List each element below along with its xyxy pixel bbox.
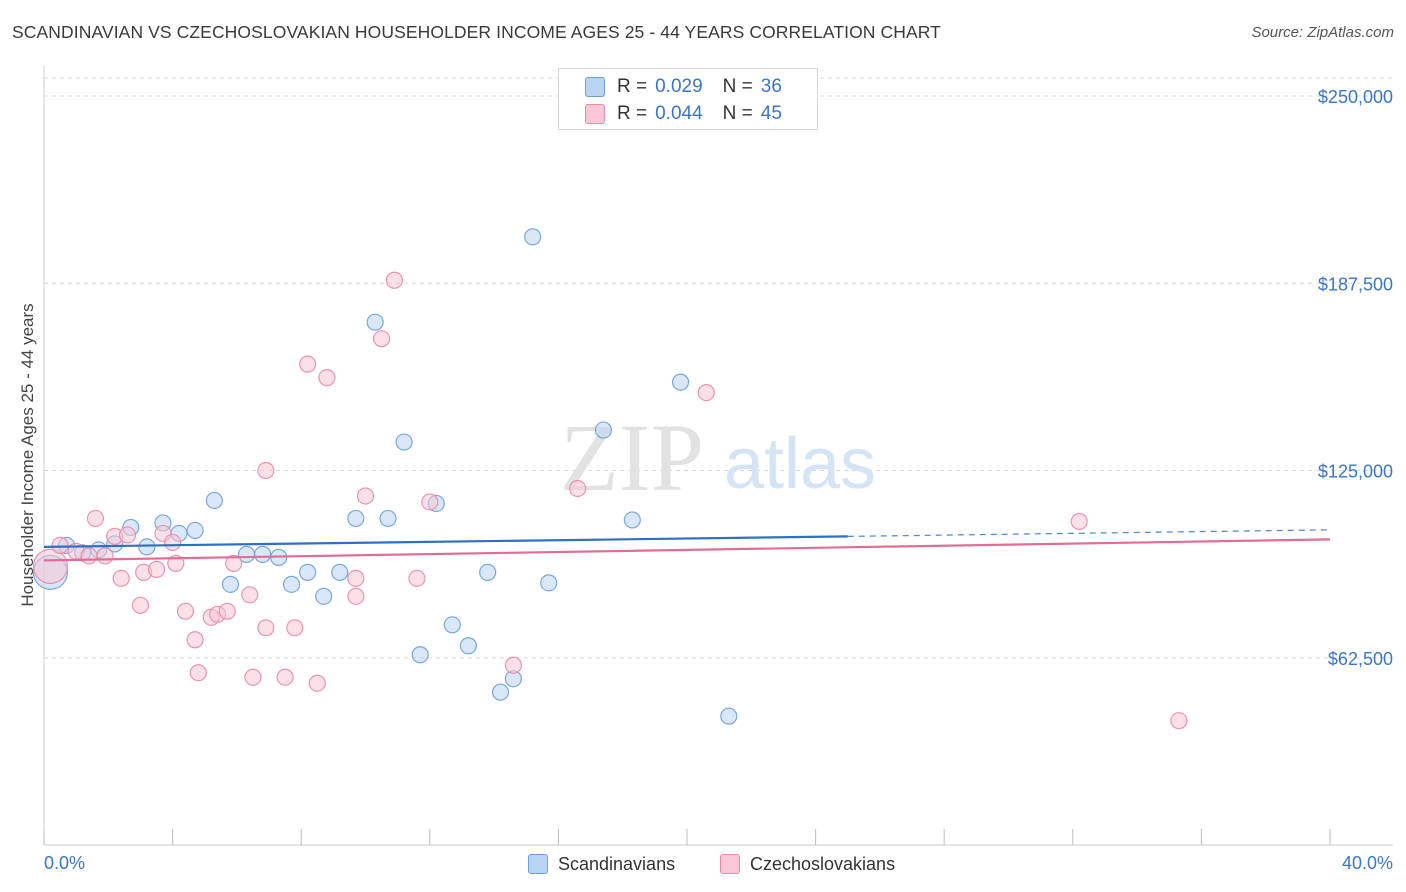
scandinavian-point xyxy=(594,421,613,439)
czechoslovakian-trendline xyxy=(43,538,1331,562)
czechoslovakian-point xyxy=(372,330,391,348)
scandinavian-point xyxy=(299,563,317,581)
scandinavian-point xyxy=(254,545,272,563)
y-tick-label: $187,500 xyxy=(1318,274,1393,294)
czechoslovakian-point xyxy=(218,602,236,620)
axis-layer: $62,500 $125,000 $187,500 $250,000 xyxy=(43,66,1393,846)
czechoslovakian-point xyxy=(112,569,130,587)
legend-swatch-scandinavians xyxy=(585,77,605,97)
scandinavian-point xyxy=(138,538,156,556)
y-tick-label: $125,000 xyxy=(1318,462,1393,482)
czechoslovakian-point xyxy=(421,493,439,511)
czechoslovakian-point xyxy=(697,384,715,402)
czechoslovakian-point xyxy=(32,548,69,584)
bottom-legend-swatch-czechoslovakians xyxy=(720,854,740,874)
czechoslovakian-point xyxy=(569,479,587,498)
czechoslovakian-point xyxy=(225,554,243,572)
points-layer xyxy=(32,228,1188,730)
czechoslovakian-point xyxy=(257,461,275,480)
czechoslovakian-point xyxy=(131,596,150,614)
scandinavian-trendline xyxy=(43,535,848,548)
czechoslovakian-point xyxy=(244,668,262,686)
czechoslovakian-point xyxy=(408,569,426,587)
scandinavian-point xyxy=(671,373,690,391)
y-tick-label: $62,500 xyxy=(1328,649,1393,669)
scandinavian-point xyxy=(282,575,301,593)
y-tick-label: $250,000 xyxy=(1318,87,1393,107)
legend-r-label: R = xyxy=(617,103,648,124)
czechoslovakian-point xyxy=(1070,512,1088,531)
czechoslovakian-point xyxy=(86,509,105,528)
bottom-legend-label-scandinavians: Scandinavians xyxy=(558,853,676,874)
scandinavian-point xyxy=(331,563,349,581)
czechoslovakian-point xyxy=(276,668,294,686)
scandinavian-point xyxy=(540,574,558,592)
legend-n-label: N = xyxy=(722,76,753,97)
czechoslovakian-point xyxy=(504,656,522,674)
scandinavian-point xyxy=(720,707,738,725)
czechoslovakian-point xyxy=(299,355,317,373)
czechoslovakian-point xyxy=(286,619,304,637)
scandinavian-point xyxy=(205,491,223,510)
czechoslovakian-point xyxy=(80,547,98,565)
czechoslovakian-point xyxy=(318,369,336,387)
scandinavian-point xyxy=(379,509,397,528)
scandinavian-point xyxy=(315,587,333,605)
watermark: ZIP atlas xyxy=(560,404,876,511)
bottom-legend-czechoslovakians: Czechoslovakians xyxy=(720,851,895,877)
scandinavian-point xyxy=(524,228,542,246)
czechoslovakian-point xyxy=(385,271,404,289)
scandinavian-point xyxy=(395,433,413,451)
czechoslovakian-point xyxy=(51,536,69,555)
scandinavian-point xyxy=(366,313,384,331)
correlation-legend: R = 0.029 N = 36 R = 0.044 N = 45 xyxy=(558,68,818,130)
scandinavian-trendline-extension xyxy=(847,529,1331,538)
czechoslovakian-point xyxy=(347,569,365,587)
y-axis-label: Householder Income Ages 25 - 44 years xyxy=(18,303,37,606)
bottom-legend-swatch-scandinavians xyxy=(528,854,548,874)
legend-n-value: 36 xyxy=(760,76,782,97)
scandinavian-point xyxy=(479,563,497,581)
legend-r-value: 0.029 xyxy=(655,76,703,97)
legend-n-label: N = xyxy=(722,103,753,124)
scandinavian-point xyxy=(623,511,641,529)
scandinavian-point xyxy=(186,521,204,540)
source-credit: Source: ZipAtlas.com xyxy=(1251,24,1394,41)
czechoslovakian-point xyxy=(118,526,137,544)
scandinavian-point xyxy=(491,683,510,701)
watermark-atlas: atlas xyxy=(724,424,876,504)
czechoslovakian-point xyxy=(257,619,275,637)
grid-layer xyxy=(44,77,1393,659)
czechoslovakian-point xyxy=(356,487,375,505)
czechoslovakian-point xyxy=(189,664,207,682)
x-tick-label-max: 40.0% xyxy=(1342,853,1393,873)
scandinavian-point xyxy=(459,637,477,655)
czechoslovakian-point xyxy=(186,631,204,649)
trend-layer xyxy=(43,529,1331,562)
legend-n-value: 45 xyxy=(760,103,782,124)
x-tick-label-min: 0.0% xyxy=(44,853,85,873)
czechoslovakian-point xyxy=(147,560,166,578)
czechoslovakian-point xyxy=(96,547,114,565)
scandinavian-point xyxy=(411,646,429,664)
legend-r-label: R = xyxy=(617,76,648,97)
scandinavian-point xyxy=(221,575,240,593)
bottom-legend-label-czechoslovakians: Czechoslovakians xyxy=(750,853,896,874)
czechoslovakian-point xyxy=(241,586,259,604)
legend-r-value: 0.044 xyxy=(655,103,703,124)
legend-row-czechoslovakians: R = 0.044 N = 45 xyxy=(585,102,782,126)
bottom-legend-scandinavians: Scandinavians xyxy=(528,851,675,877)
chart-title: SCANDINAVIAN VS CZECHOSLOVAKIAN HOUSEHOL… xyxy=(12,22,941,42)
scandinavian-point xyxy=(347,509,365,528)
legend-swatch-czechoslovakians xyxy=(585,104,605,124)
legend-row-scandinavians: R = 0.029 N = 36 xyxy=(585,75,782,99)
czechoslovakian-point xyxy=(347,587,365,605)
czechoslovakian-point xyxy=(164,533,182,552)
czechoslovakian-point xyxy=(176,602,195,620)
czechoslovakian-point xyxy=(308,674,326,692)
czechoslovakian-point xyxy=(1170,712,1188,730)
scandinavian-point xyxy=(443,616,461,634)
